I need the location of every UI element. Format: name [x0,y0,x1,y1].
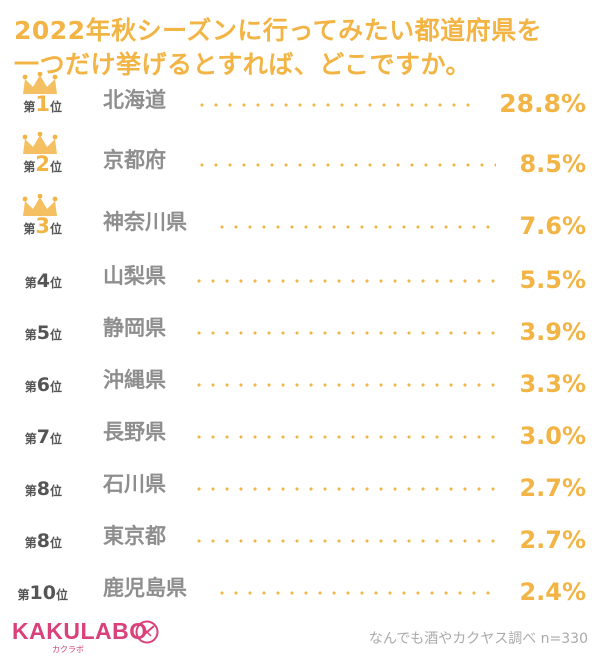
rank-label: 第10位 [10,560,68,604]
ranking-row: 第1位 北海道 28.8% [0,72,600,124]
rank-number: 6 [36,374,50,396]
rank-prefix: 第 [17,588,30,602]
rank-prefix: 第 [24,276,37,290]
prefecture-name: 石川県 [103,472,166,496]
dotted-leader [195,162,496,168]
rank-label: 第1位 [10,72,62,116]
percentage-value: 3.3% [519,370,586,398]
dotted-leader [192,382,496,388]
rank-suffix: 位 [49,276,62,290]
bottle-circle-icon [135,620,159,644]
percentage-value: 5.5% [519,266,586,294]
rank-suffix: 位 [49,160,62,174]
prefecture-name: 長野県 [103,420,166,444]
rank-prefix: 第 [23,222,36,236]
rank-suffix: 位 [49,380,62,394]
rank-label: 第4位 [10,248,62,292]
rank-label: 第2位 [10,132,62,176]
rank-prefix: 第 [24,484,37,498]
percentage-value: 28.8% [499,89,586,118]
logo-text: KAKULABO [12,618,148,644]
prefecture-name: 鹿児島県 [103,576,187,600]
ranking-row: 第6位 沖縄県 3.3% [0,352,600,404]
rank-label: 第6位 [10,352,62,396]
ranking-row: 第8位 東京都 2.7% [0,508,600,560]
rank-label: 第3位 [10,194,62,238]
ranking-row: 第5位 静岡県 3.9% [0,300,600,352]
rank-number: 4 [36,270,50,292]
ranking-row: 第7位 長野県 3.0% [0,404,600,456]
percentage-value: 3.0% [519,422,586,450]
crown-icon [22,132,58,154]
dotted-leader [192,434,496,440]
dotted-leader [215,224,496,230]
percentage-value: 2.7% [519,474,586,502]
rank-suffix: 位 [49,100,62,114]
rank-number: 10 [29,582,56,604]
rank-prefix: 第 [24,328,37,342]
rank-suffix: 位 [49,432,62,446]
ranking-row: 第8位 石川県 2.7% [0,456,600,508]
ranking-row: 第4位 山梨県 5.5% [0,248,600,300]
rank-suffix: 位 [49,484,62,498]
rank-label: 第5位 [10,300,62,344]
rank-prefix: 第 [24,536,37,550]
rank-prefix: 第 [24,432,37,446]
rank-prefix: 第 [24,380,37,394]
dotted-leader [192,538,496,544]
prefecture-name: 沖縄県 [103,368,166,392]
source-note: なんでも酒やカクヤス調べ n=330 [368,631,588,647]
dotted-leader [215,590,496,596]
prefecture-name: 山梨県 [103,264,166,288]
dotted-leader [192,278,496,284]
ranking-row: 第10位 鹿児島県 2.4% [0,560,600,612]
rank-number: 5 [36,322,50,344]
ranking-row: 第2位 京都府 8.5% [0,132,600,184]
title-line-2: 一つだけ挙げるとすれば、どこですか。 [14,50,472,79]
rank-suffix: 位 [49,328,62,342]
rank-suffix: 位 [49,536,62,550]
percentage-value: 2.4% [519,578,586,606]
rank-label: 第8位 [10,508,62,552]
percentage-value: 2.7% [519,526,586,554]
rank-label: 第7位 [10,404,62,448]
kakulabo-logo: KAKULABO カクラボ [12,618,162,658]
prefecture-name: 静岡県 [103,316,166,340]
title-line-1: 2022年秋シーズンに行ってみたい都道府県を [14,16,543,45]
crown-icon [22,72,58,94]
dotted-leader [192,330,496,336]
rank-number: 8 [36,478,50,500]
crown-icon [22,194,58,216]
rank-prefix: 第 [23,160,36,174]
rank-label: 第8位 [10,456,62,500]
percentage-value: 3.9% [519,318,586,346]
rank-number: 2 [35,152,50,176]
logo-subtext: カクラボ [52,645,84,654]
prefecture-name: 神奈川県 [103,210,187,234]
rank-number: 3 [35,214,50,238]
rank-number: 1 [35,92,50,116]
rank-prefix: 第 [23,100,36,114]
chart-title: 2022年秋シーズンに行ってみたい都道府県を 一つだけ挙げるとすれば、どこですか… [14,14,590,82]
rank-number: 7 [36,426,50,448]
rank-suffix: 位 [49,222,62,236]
prefecture-name: 東京都 [103,524,166,548]
percentage-value: 8.5% [519,150,586,178]
rank-number: 8 [36,530,50,552]
prefecture-name: 北海道 [103,88,166,112]
prefecture-name: 京都府 [103,148,166,172]
dotted-leader [195,102,476,108]
dotted-leader [192,486,496,492]
percentage-value: 7.6% [519,212,586,240]
ranking-row: 第3位 神奈川県 7.6% [0,194,600,246]
rank-suffix: 位 [55,588,68,602]
